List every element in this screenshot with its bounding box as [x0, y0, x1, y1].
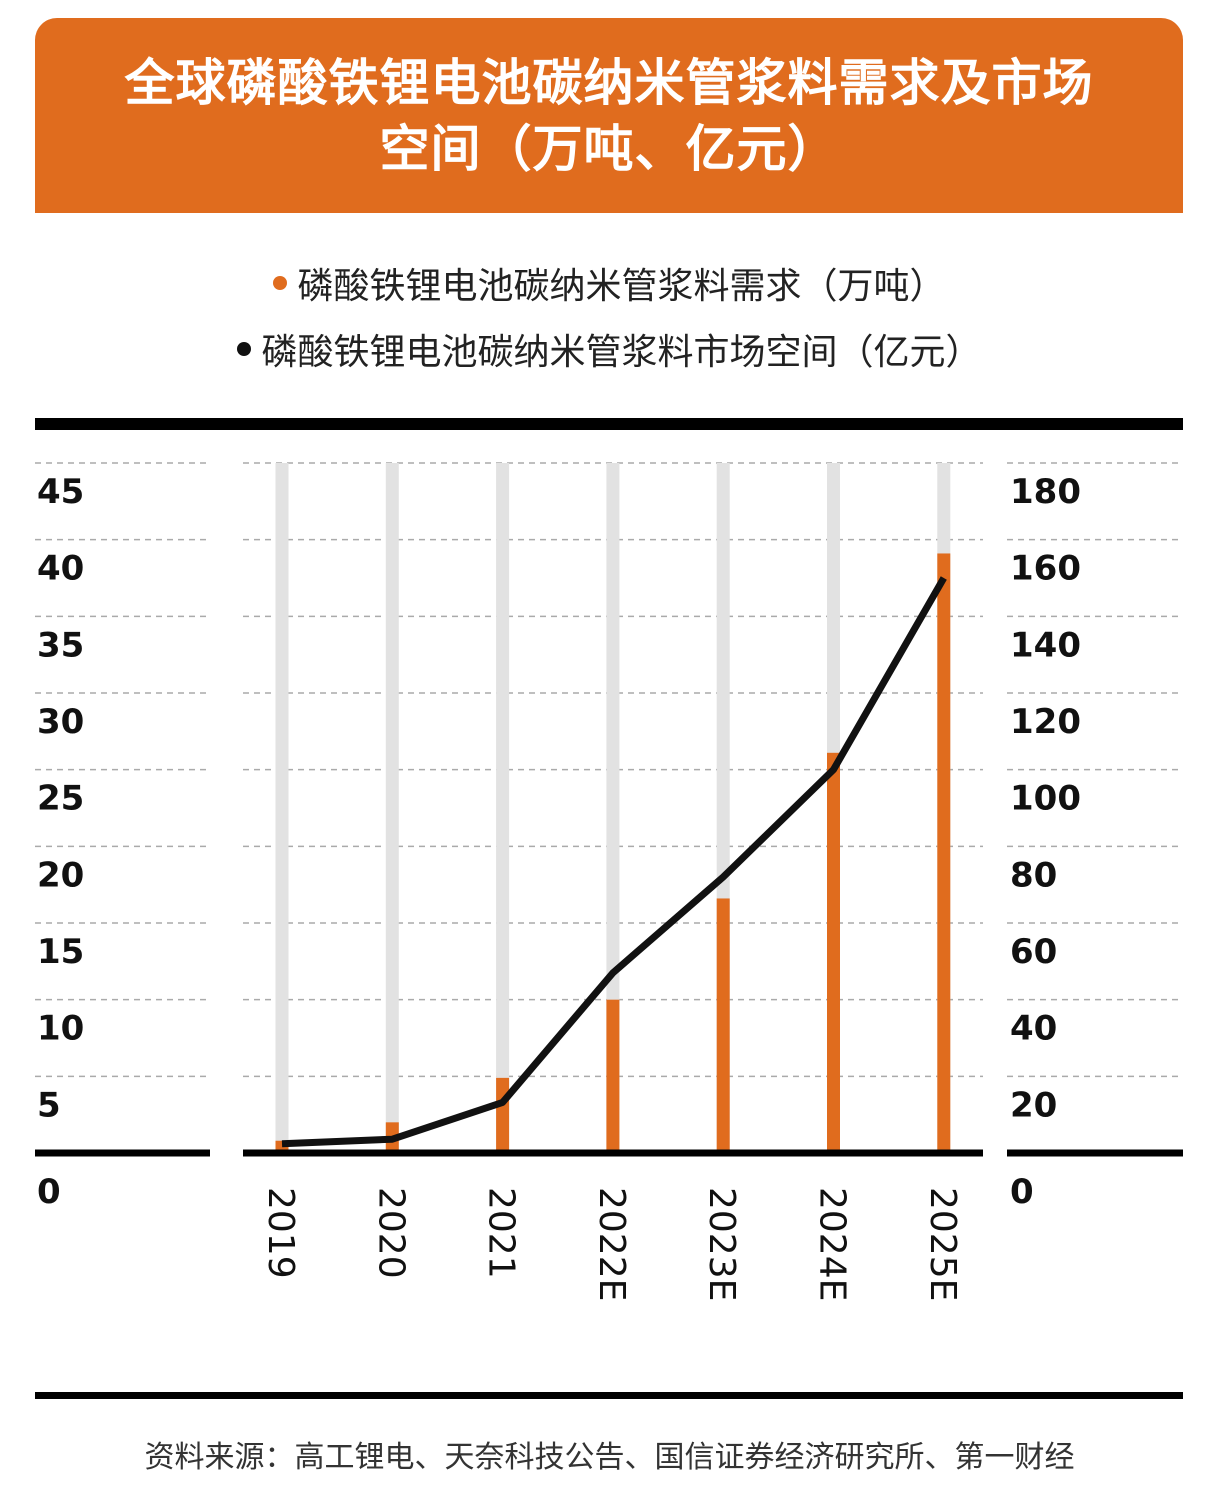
gridlines: [35, 462, 1183, 1078]
left-axis-tick-label: 0: [37, 1172, 61, 1212]
left-axis-tick-label: 45: [37, 472, 84, 512]
left-axis-tick-label: 30: [37, 702, 84, 742]
left-axis-tick-label: 25: [37, 779, 84, 819]
bar-track: [275, 463, 289, 1153]
x-tick-label: 2022E: [591, 1187, 632, 1301]
left-axis-tick-label: 40: [37, 549, 84, 589]
right-axis-tick-label: 60: [1010, 932, 1057, 972]
source-note: 资料来源：高工锂电、天奈科技公告、国信证券经济研究所、第一财经: [144, 1440, 1075, 1475]
legend: 磷酸铁锂电池碳纳米管浆料需求（万吨） 磷酸铁锂电池碳纳米管浆料市场空间（亿元）: [0, 250, 1219, 382]
bar-track: [385, 463, 399, 1153]
right-axis-tick-label: 20: [1010, 1085, 1057, 1125]
left-axis-tick-label: 20: [37, 855, 84, 895]
bar-2022E: [606, 999, 620, 1153]
right-axis-tick-label: 80: [1010, 855, 1057, 895]
right-axis-tick-label: 100: [1010, 779, 1081, 819]
bar-track: [496, 463, 510, 1153]
left-axis-tick-label: 10: [37, 1009, 84, 1049]
bars: [275, 463, 951, 1153]
left-axis-tick-label: 35: [37, 625, 84, 665]
orange-dot-icon: [273, 276, 288, 290]
bar-2025E: [937, 553, 951, 1153]
chart-title-banner: 全球磷酸铁锂电池碳纳米管浆料需求及市场空间（万吨、亿元）: [35, 18, 1183, 213]
bar-2021: [496, 1077, 510, 1153]
chart-title: 全球磷酸铁锂电池碳纳米管浆料需求及市场空间（万吨、亿元）: [124, 53, 1094, 178]
x-tick-label: 2023E: [701, 1187, 742, 1301]
line-series: [281, 576, 947, 1148]
x-tick-label: 2019: [260, 1187, 301, 1279]
right-axis-tick-label: 0: [1010, 1172, 1034, 1212]
chart-plot: 0 5 10 15 20 25 30 35 40 45 0 20 40 60 80 100 120 140 160 1…: [35, 462, 1183, 1301]
right-axis-tick-label: 140: [1010, 625, 1081, 665]
bar-2024E: [827, 752, 840, 1153]
left-axis-tick-label: 15: [37, 932, 84, 972]
top-rule: [35, 418, 1183, 430]
right-axis-tick-label: 40: [1010, 1009, 1057, 1049]
x-tick-label: 2021: [481, 1187, 522, 1279]
legend-label-demand: 磷酸铁锂电池碳纳米管浆料需求（万吨）: [297, 266, 946, 307]
black-dot-icon: [237, 342, 252, 356]
legend-item-demand: 磷酸铁锂电池碳纳米管浆料需求（万吨）: [0, 250, 1219, 316]
x-tick-label: 2025E: [922, 1187, 963, 1301]
right-axis-tick-label: 160: [1010, 549, 1081, 589]
legend-item-market: 磷酸铁锂电池碳纳米管浆料市场空间（亿元）: [0, 316, 1219, 382]
left-axis-tick-label: 5: [37, 1085, 61, 1125]
right-axis-tick-label: 120: [1010, 702, 1081, 742]
x-tick-label: 2020: [370, 1187, 411, 1279]
x-tick-label: 2024E: [812, 1187, 853, 1301]
right-axis-tick-label: 180: [1010, 472, 1081, 512]
bottom-rule: [35, 1392, 1183, 1399]
tick-labels: 0 5 10 15 20 25 30 35 40 45 0 20 40 60 80 100 120 140 160 1…: [37, 472, 1081, 1301]
bar-2023E: [716, 898, 730, 1153]
legend-label-market: 磷酸铁锂电池碳纳米管浆料市场空间（亿元）: [261, 332, 982, 373]
